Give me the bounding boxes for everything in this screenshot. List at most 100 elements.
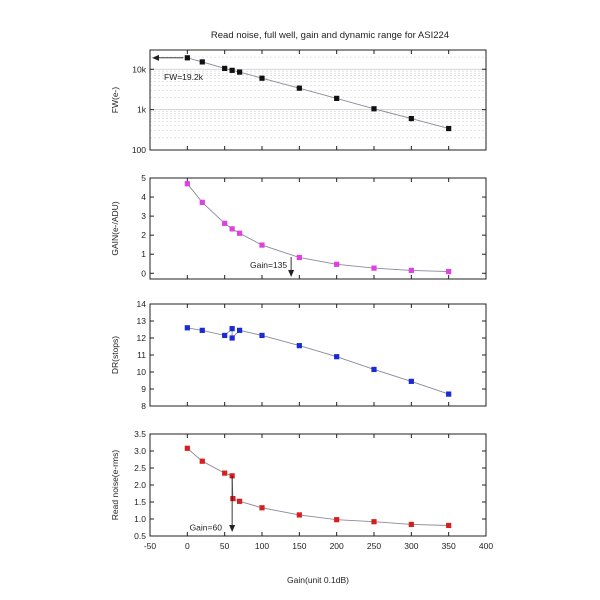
y-tick-label: 3.0 (134, 446, 146, 456)
data-point (334, 95, 340, 101)
data-point (259, 505, 265, 511)
y-tick-label: 4 (141, 192, 146, 202)
data-point (222, 470, 228, 476)
data-point (371, 106, 377, 112)
y-tick-label: 1 (141, 249, 146, 259)
y-axis-label: FW(e-) (110, 87, 120, 114)
panel-gain: 0 1 2 3 4 5 GAIN(e-/ADU) Gain=135 (110, 173, 487, 280)
y-tick-label: 2.0 (134, 480, 146, 490)
y-tick-label: 3 (141, 211, 146, 221)
data-point (371, 265, 377, 271)
data-point (259, 332, 265, 339)
chart-panels: 1001k10kFW(e-)FW=19.2k012345GAIN(e-/ADU)… (110, 49, 493, 551)
chart-title: Read noise, full well, gain and dynamic … (211, 30, 449, 41)
y-tick-label: 9 (141, 384, 146, 394)
data-point (296, 343, 302, 349)
data-point (334, 261, 340, 267)
data-point (222, 220, 228, 226)
x-tick-label: 300 (404, 541, 418, 551)
x-tick-label: 400 (479, 541, 493, 551)
x-axis-label: Gain(unit 0.1dB) (287, 575, 349, 585)
data-point (334, 517, 340, 523)
data-point (229, 335, 235, 341)
data-point (408, 267, 414, 274)
series-line (186, 183, 449, 273)
data-point (184, 325, 190, 331)
data-point (371, 519, 377, 525)
x-tick-label: 250 (367, 541, 381, 551)
arrow-head (229, 525, 236, 532)
x-tick-label: 50 (220, 541, 230, 551)
y-tick-label: 10 (137, 367, 147, 377)
arrow-head (152, 54, 159, 61)
data-point (222, 65, 228, 72)
data-point (334, 354, 340, 360)
y-axis-label: Read noise(e-rms) (110, 450, 120, 521)
arrow-head (288, 270, 295, 277)
x-tick-label: 350 (442, 541, 456, 551)
y-tick-label: 3.5 (134, 429, 146, 439)
y-tick-label: 13 (137, 316, 147, 326)
x-tick-label: 0 (185, 541, 190, 551)
y-tick-label: 14 (137, 299, 147, 309)
y-tick-label: 1.5 (134, 497, 146, 507)
y-tick-label: 10k (132, 64, 146, 74)
data-point (229, 67, 235, 73)
data-point (237, 230, 243, 236)
data-point (199, 327, 205, 333)
data-point (296, 512, 302, 518)
y-axis-label: DR(stops) (110, 336, 120, 374)
data-point (229, 326, 235, 332)
series-line (187, 327, 449, 395)
annotation-label: Gain=60 (190, 522, 223, 532)
y-tick-label: 12 (137, 333, 147, 343)
data-point (446, 268, 452, 275)
data-point (237, 69, 243, 75)
y-tick-label: 100 (132, 145, 146, 155)
data-point (199, 199, 205, 205)
data-point (446, 391, 452, 397)
panel-dr: 8 9 10 11 12 13 14 DR(stops) (110, 299, 487, 411)
data-point (222, 332, 228, 339)
data-point (446, 125, 452, 132)
data-point (237, 498, 243, 504)
x-tick-label: 100 (255, 541, 269, 551)
data-point (184, 445, 190, 451)
data-point (408, 521, 414, 528)
y-tick-label: 5 (141, 173, 146, 183)
y-tick-label: 1k (137, 105, 147, 115)
x-tick-label: 150 (292, 541, 306, 551)
grid-lines (150, 56, 486, 139)
data-point (259, 75, 265, 81)
data-point (184, 181, 190, 187)
data-point (199, 458, 205, 464)
data-point (230, 496, 236, 502)
x-tick-label: -50 (144, 541, 157, 551)
y-axis-label: GAIN(e-/ADU) (110, 201, 120, 255)
y-tick-label: 2.5 (134, 463, 146, 473)
data-point (371, 366, 377, 373)
data-point (296, 85, 302, 91)
plot-frame (149, 433, 487, 537)
data-point (408, 115, 414, 122)
y-tick-label: 11 (137, 350, 146, 360)
data-point (296, 254, 302, 261)
data-point (237, 327, 243, 333)
x-tick-label: 200 (330, 541, 344, 551)
y-tick-label: 8 (141, 401, 146, 411)
panel-read-noise: 0.5 1.0 1.5 2.0 2.5 3.0 3.5 -50 0 50 100 150 200 250 3… (110, 429, 493, 551)
data-point (259, 242, 265, 248)
plot-frame (149, 177, 487, 280)
data-point (184, 55, 190, 61)
plot-frame (149, 303, 487, 407)
annotation-label: Gain=135 (250, 260, 287, 270)
series-line (187, 447, 449, 526)
data-point (199, 59, 205, 65)
y-tick-label: 2 (141, 230, 146, 240)
data-point (229, 226, 235, 232)
y-tick-label: 0 (141, 268, 146, 278)
y-tick-label: 0.5 (134, 531, 146, 541)
y-tick-label: 1.0 (134, 514, 146, 524)
annotation-label: FW=19.2k (164, 72, 204, 82)
